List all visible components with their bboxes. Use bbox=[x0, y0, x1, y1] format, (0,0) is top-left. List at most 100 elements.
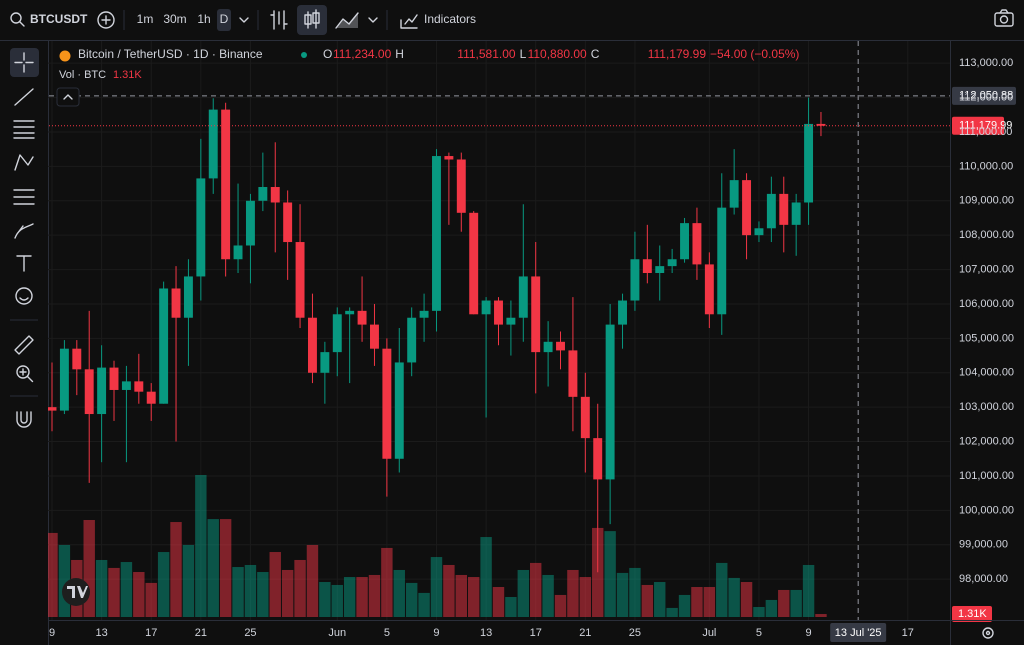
x-tick-label: 9 bbox=[49, 627, 55, 639]
volume-bar bbox=[802, 564, 815, 617]
style-menu[interactable] bbox=[368, 17, 378, 23]
candle-body bbox=[729, 180, 739, 208]
y-tick-label: 110,000.00 bbox=[959, 160, 1013, 172]
volume-bar bbox=[505, 597, 517, 617]
candle-body bbox=[680, 223, 690, 260]
magnet-tool[interactable] bbox=[16, 411, 32, 428]
y-tick-label: 98,000.00 bbox=[959, 573, 1008, 585]
interval[interactable]: D bbox=[220, 12, 229, 26]
x-tick-label: 9 bbox=[806, 627, 812, 639]
brush-tool[interactable] bbox=[14, 223, 34, 239]
volume-bar bbox=[219, 519, 232, 617]
grid bbox=[48, 41, 950, 620]
candle-body bbox=[692, 223, 702, 265]
ohlc-key: C bbox=[591, 47, 600, 61]
candle-body bbox=[816, 123, 826, 126]
fib-tool[interactable] bbox=[13, 120, 35, 139]
pattern-tool[interactable] bbox=[14, 154, 34, 171]
candle-body bbox=[742, 180, 752, 236]
ruler-tool[interactable] bbox=[14, 335, 34, 355]
candle-body bbox=[667, 259, 677, 267]
candle-body bbox=[506, 317, 516, 325]
candle-body bbox=[208, 109, 218, 179]
candle-body bbox=[109, 367, 119, 390]
crosshair-y-label: 112,050.88 bbox=[959, 90, 1013, 102]
candle-body bbox=[580, 396, 590, 439]
candle-body bbox=[382, 348, 392, 459]
candle-body bbox=[183, 276, 193, 318]
volume-bar bbox=[133, 572, 145, 617]
x-tick-label: 13 bbox=[95, 627, 107, 639]
indicators-button[interactable]: Indicators bbox=[424, 12, 476, 26]
projection-tool[interactable] bbox=[13, 189, 35, 205]
volume-legend-name: Vol · BTC bbox=[59, 69, 106, 81]
ohlc-legend: O 111,234.00 H 111,581.00 L 110,880.00 C 111,17… bbox=[323, 47, 799, 61]
candles-style[interactable] bbox=[304, 9, 320, 29]
volume-bar bbox=[257, 572, 269, 617]
indicators-icon[interactable] bbox=[400, 14, 418, 29]
volume-bar bbox=[455, 574, 467, 617]
bars-style[interactable] bbox=[270, 10, 288, 30]
ohlc-value: 111,234.00 bbox=[333, 47, 392, 61]
symbol[interactable]: BTCUSDT bbox=[30, 12, 88, 26]
x-tick-label: 21 bbox=[195, 627, 207, 639]
volume-bar bbox=[381, 547, 393, 617]
volume-bar bbox=[120, 562, 133, 617]
add-symbol[interactable] bbox=[97, 11, 115, 29]
volume-bar bbox=[765, 599, 778, 617]
candle-body bbox=[357, 310, 367, 325]
candle-body bbox=[717, 207, 727, 315]
x-tick-label: 17 bbox=[902, 627, 914, 639]
x-tick-label: 21 bbox=[579, 627, 591, 639]
candle-body bbox=[432, 156, 441, 311]
crosshair-tool[interactable] bbox=[14, 52, 34, 73]
volume-bar bbox=[294, 559, 306, 617]
interval[interactable]: 1h bbox=[197, 12, 210, 26]
volume-bar bbox=[641, 584, 654, 617]
trend-line-tool[interactable] bbox=[14, 88, 34, 106]
volume-bar bbox=[443, 564, 455, 617]
volume-bar bbox=[319, 582, 331, 617]
candle-body bbox=[556, 341, 565, 351]
x-tick-label: 13 bbox=[480, 627, 492, 639]
candle-body bbox=[159, 288, 169, 404]
volume-bar bbox=[418, 592, 430, 617]
time-axis-settings[interactable] bbox=[982, 627, 994, 639]
y-tick-label: 113,000.00 bbox=[959, 57, 1013, 69]
interval-menu[interactable] bbox=[239, 17, 249, 23]
candle-body bbox=[245, 200, 255, 246]
volume-bar bbox=[232, 567, 244, 617]
y-tick-label: 103,000.00 bbox=[959, 401, 1014, 413]
last-volume-box bbox=[952, 606, 992, 623]
volume-bar bbox=[393, 569, 405, 617]
interval[interactable]: 1m bbox=[137, 12, 154, 26]
volume bbox=[48, 475, 827, 617]
search-icon[interactable] bbox=[10, 12, 25, 27]
volume-bar bbox=[480, 537, 492, 617]
snapshot[interactable] bbox=[994, 9, 1014, 27]
last-volume-label: 1.31K bbox=[958, 608, 987, 620]
collapse-legend[interactable] bbox=[56, 87, 80, 107]
candle-body bbox=[370, 324, 379, 349]
ohlc-value: 110,880.00 bbox=[528, 47, 587, 61]
volume-bar bbox=[356, 577, 368, 617]
candle-body bbox=[568, 350, 578, 397]
zoom-tool[interactable] bbox=[16, 365, 34, 383]
volume-bar bbox=[716, 562, 728, 617]
x-tick-label: 5 bbox=[756, 627, 762, 639]
volume-bar bbox=[430, 557, 443, 617]
volume-bar bbox=[95, 559, 108, 617]
volume-legend-value: 1.31K bbox=[113, 69, 142, 81]
y-tick-label: 102,000.00 bbox=[959, 435, 1014, 447]
tv-logo bbox=[62, 578, 90, 606]
candle-body bbox=[456, 159, 466, 213]
candle-body bbox=[531, 276, 541, 353]
text-tool[interactable] bbox=[16, 255, 32, 272]
volume-bar bbox=[48, 532, 58, 617]
emoji-tool[interactable] bbox=[15, 287, 33, 305]
area-style[interactable] bbox=[335, 12, 359, 29]
interval[interactable]: 30m bbox=[163, 12, 186, 26]
candle-body bbox=[605, 324, 615, 480]
last-price-label: 111,179.99 bbox=[959, 120, 1012, 132]
